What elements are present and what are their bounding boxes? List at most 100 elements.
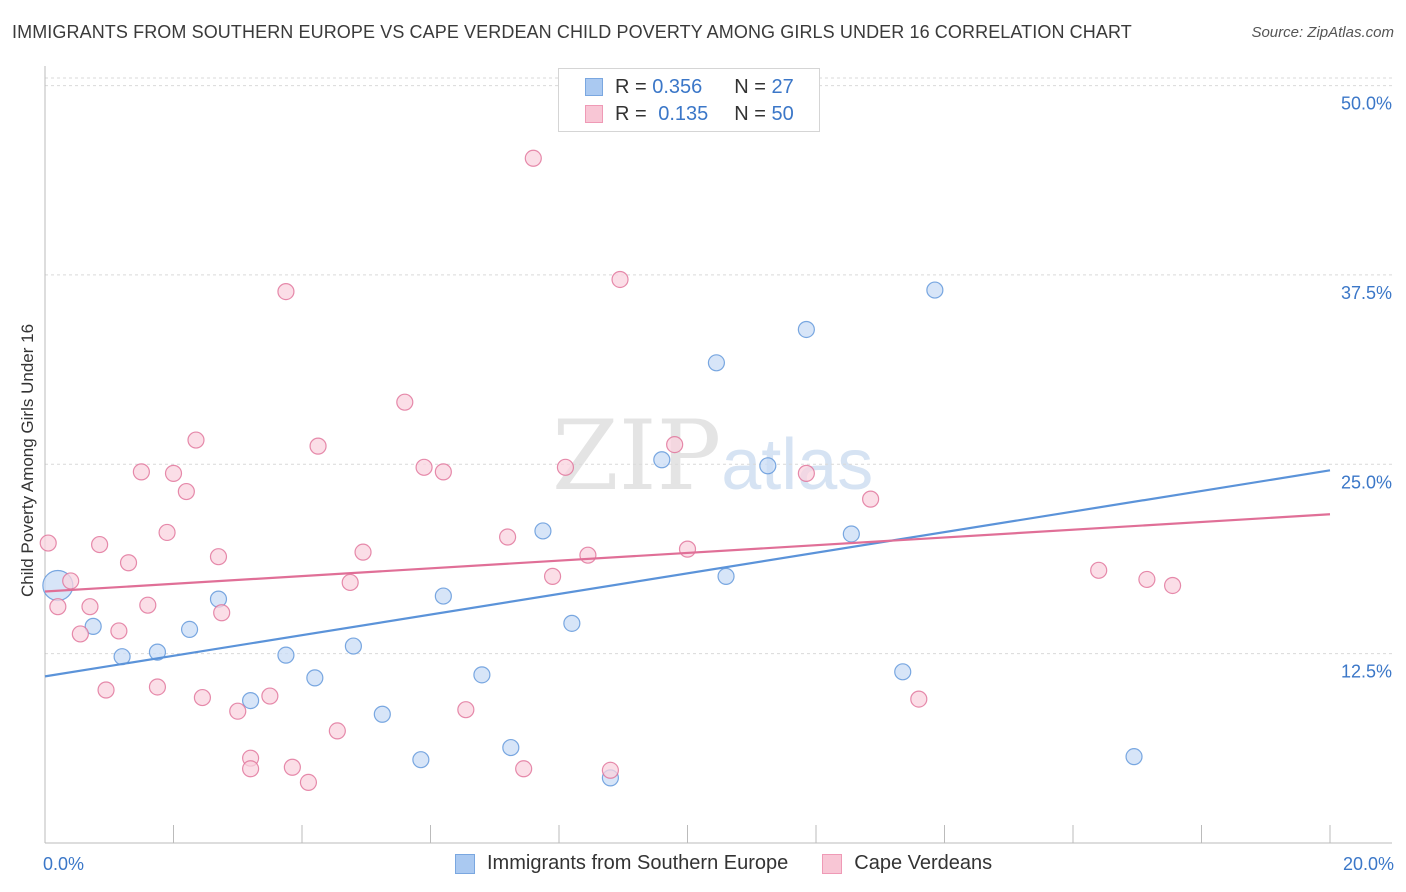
legend-n-value: 50 — [771, 102, 794, 125]
data-point-cape-verdeans — [110, 622, 128, 640]
legend-swatch-pink — [585, 105, 603, 123]
data-point-cape-verdeans — [299, 773, 318, 792]
data-point-cape-verdeans — [524, 149, 542, 167]
data-point-cape-verdeans — [193, 688, 212, 707]
legend-n-value: 27 — [771, 75, 794, 98]
watermark: ZIPatlas — [552, 400, 873, 512]
data-point-cape-verdeans — [97, 681, 115, 699]
data-point-cape-verdeans — [229, 702, 247, 720]
data-point-cape-verdeans — [543, 567, 562, 585]
data-point-cape-verdeans — [132, 463, 150, 481]
data-point-cape-verdeans — [341, 573, 359, 592]
x-tick-label: 20.0% — [1343, 854, 1394, 874]
series-legend-southern-europe: Immigrants from Southern Europe — [455, 852, 788, 875]
data-point-southern-europe — [277, 646, 295, 664]
data-point-cape-verdeans — [71, 625, 89, 643]
data-point-cape-verdeans — [283, 758, 301, 776]
data-point-cape-verdeans — [396, 393, 414, 411]
data-point-southern-europe — [306, 669, 324, 687]
data-point-southern-europe — [759, 457, 777, 475]
data-point-southern-europe — [894, 663, 912, 681]
y-tick-label: 25.0% — [1341, 472, 1392, 492]
data-point-cape-verdeans — [601, 761, 620, 779]
series-legend: Immigrants from Southern Europe Cape Ver… — [455, 852, 1026, 875]
data-point-cape-verdeans — [242, 760, 260, 778]
data-point-southern-europe — [842, 525, 860, 543]
data-point-southern-europe — [653, 451, 671, 469]
data-point-cape-verdeans — [666, 435, 684, 454]
data-point-southern-europe — [148, 643, 167, 661]
y-tick-label: 12.5% — [1341, 662, 1392, 682]
data-point-cape-verdeans — [910, 690, 928, 708]
data-point-southern-europe — [1125, 748, 1143, 766]
data-point-cape-verdeans — [81, 598, 99, 616]
data-point-cape-verdeans — [611, 270, 629, 289]
y-axis-label: Child Poverty Among Girls Under 16 — [18, 324, 37, 597]
data-point-southern-europe — [563, 614, 581, 632]
data-point-cape-verdeans — [277, 282, 295, 301]
data-point-cape-verdeans — [139, 596, 157, 614]
legend-n-label: N = — [734, 75, 766, 98]
series-swatch-blue — [455, 853, 475, 874]
data-point-cape-verdeans — [415, 458, 433, 476]
legend-row-southern-europe: R = 0.356 N = 27 — [585, 75, 794, 99]
series-label: Immigrants from Southern Europe — [487, 852, 789, 874]
series-legend-cape-verdeans: Cape Verdeans — [822, 852, 992, 875]
data-point-southern-europe — [373, 705, 391, 723]
legend-row-cape-verdeans: R = 0.135 N = 50 — [585, 102, 794, 126]
data-point-southern-europe — [797, 320, 815, 339]
data-point-cape-verdeans — [119, 554, 138, 572]
data-point-cape-verdeans — [1163, 576, 1182, 595]
data-point-cape-verdeans — [499, 528, 517, 546]
series-swatch-pink — [822, 853, 843, 874]
data-point-cape-verdeans — [515, 760, 533, 778]
data-point-southern-europe — [434, 587, 452, 605]
data-point-cape-verdeans — [1090, 561, 1108, 579]
data-point-cape-verdeans — [862, 490, 880, 508]
trend-line-southern-europe — [44, 469, 1331, 678]
data-point-southern-europe — [242, 692, 260, 710]
data-point-cape-verdeans — [213, 604, 231, 622]
series-label: Cape Verdeans — [854, 852, 993, 874]
watermark-zip: ZIP — [552, 400, 722, 512]
data-point-cape-verdeans — [91, 535, 109, 554]
data-point-cape-verdeans — [62, 572, 80, 590]
watermark-atlas: atlas — [721, 425, 874, 505]
data-point-cape-verdeans — [328, 722, 346, 740]
y-tick-label: 50.0% — [1341, 94, 1392, 114]
data-point-southern-europe — [717, 567, 735, 585]
data-point-southern-europe — [502, 738, 520, 757]
legend-n-label: N = — [734, 102, 766, 125]
data-point-cape-verdeans — [434, 463, 452, 481]
data-point-southern-europe — [926, 281, 944, 299]
legend-r-value: 0.135 — [658, 102, 709, 125]
data-point-cape-verdeans — [579, 546, 597, 564]
chart-title: IMMIGRANTS FROM SOUTHERN EUROPE VS CAPE … — [12, 22, 1132, 42]
trend-line-cape-verdeans — [44, 513, 1331, 593]
legend-r-value: 0.356 — [652, 75, 703, 98]
data-point-cape-verdeans — [797, 464, 815, 482]
data-point-southern-europe — [707, 354, 726, 372]
data-point-cape-verdeans — [556, 458, 575, 476]
data-point-southern-europe — [180, 620, 199, 639]
data-point-southern-europe — [84, 617, 102, 635]
data-point-cape-verdeans — [49, 598, 67, 616]
data-point-cape-verdeans — [457, 701, 475, 719]
data-point-cape-verdeans — [1138, 570, 1156, 589]
data-point-cape-verdeans — [39, 534, 57, 552]
data-point-cape-verdeans — [164, 464, 183, 482]
data-point-southern-europe — [534, 522, 552, 540]
source-credit: Source: ZipAtlas.com — [1251, 24, 1394, 41]
x-tick-label: 0.0% — [43, 854, 84, 874]
data-point-cape-verdeans — [158, 523, 176, 542]
y-tick-label: 37.5% — [1341, 283, 1392, 303]
data-point-cape-verdeans — [148, 678, 167, 696]
data-point-cape-verdeans — [354, 543, 372, 561]
data-point-southern-europe — [412, 751, 430, 769]
legend-r-label: R = — [615, 102, 647, 125]
correlation-legend: R = 0.356 N = 27 R = 0.135 N = 50 — [558, 68, 820, 132]
data-point-cape-verdeans — [209, 548, 228, 566]
legend-r-label: R = — [615, 75, 647, 98]
data-point-cape-verdeans — [177, 482, 195, 501]
